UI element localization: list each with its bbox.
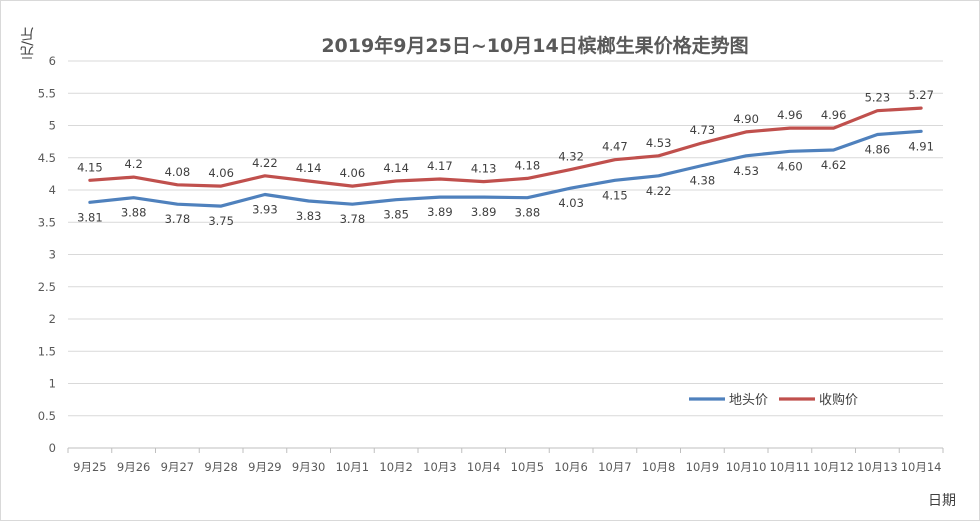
y-tick-label: 3.5: [38, 215, 56, 229]
data-label: 3.75: [208, 214, 234, 228]
series-line-1: [88, 106, 923, 188]
data-label: 4.60: [777, 159, 803, 173]
data-label: 4.08: [165, 165, 191, 179]
data-label: 4.91: [908, 139, 934, 153]
data-label: 4.18: [515, 158, 541, 172]
data-label: 3.88: [515, 206, 541, 220]
data-label: 4.96: [777, 108, 803, 122]
data-label: 4.22: [252, 156, 278, 170]
data-label: 4.38: [690, 173, 716, 187]
x-tick-label: 10月4: [467, 460, 500, 474]
x-tick-label: 10月9: [686, 460, 719, 474]
y-tick-label: 3: [49, 248, 56, 262]
data-label: 4.17: [427, 159, 453, 173]
y-tick-label: 1: [49, 377, 56, 391]
data-label: 3.93: [252, 203, 278, 217]
data-label: 4.15: [77, 160, 103, 174]
data-label: 4.14: [383, 161, 409, 175]
x-tick-label: 10月2: [379, 460, 412, 474]
x-tick-label: 10月6: [554, 460, 587, 474]
y-tick-label: 5: [49, 119, 56, 133]
data-label: 4.15: [602, 188, 628, 202]
data-label: 3.88: [121, 206, 147, 220]
data-label: 4.06: [340, 166, 366, 180]
data-label: 3.83: [296, 209, 322, 223]
x-tick-label: 9月27: [161, 460, 194, 474]
x-tick-label: 9月30: [292, 460, 325, 474]
x-axis-title: 日期: [928, 493, 956, 509]
data-label: 3.85: [383, 208, 409, 222]
y-tick-label: 5.5: [38, 86, 56, 100]
y-tick-label: 0.5: [38, 409, 56, 423]
data-label: 4.14: [296, 161, 322, 175]
x-tick-label: 10月3: [423, 460, 456, 474]
x-tick-label: 9月25: [73, 460, 106, 474]
data-label: 4.32: [558, 149, 584, 163]
x-tick-label: 10月1: [336, 460, 369, 474]
data-label: 3.81: [77, 210, 103, 224]
y-tick-label: 1.5: [38, 344, 56, 358]
data-label: 4.86: [865, 143, 891, 157]
x-tick-label: 10月8: [642, 460, 675, 474]
x-tick-label: 9月26: [117, 460, 150, 474]
data-label: 5.23: [865, 91, 891, 105]
data-label: 4.62: [821, 158, 847, 172]
x-tick-label: 9月28: [204, 460, 237, 474]
data-label: 4.53: [646, 136, 672, 150]
data-label: 3.89: [471, 205, 497, 219]
data-label: 4.13: [471, 162, 497, 176]
y-tick-label: 2.5: [38, 280, 56, 294]
data-label: 4.22: [646, 184, 672, 198]
data-label: 4.2: [124, 157, 142, 171]
x-tick-label: 10月11: [769, 460, 810, 474]
data-label: 4.06: [208, 166, 234, 180]
x-tick-label: 10月10: [726, 460, 767, 474]
y-tick-label: 0: [49, 441, 56, 455]
y-tick-label: 4.5: [38, 151, 56, 165]
data-label: 4.96: [821, 108, 847, 122]
x-tick-label: 10月5: [511, 460, 544, 474]
x-tick-label: 10月12: [813, 460, 854, 474]
legend-label-0: 地头价: [729, 393, 768, 408]
chart-title: 2019年9月25日~10月14日槟榔生果价格走势图: [321, 35, 749, 57]
y-tick-label: 2: [49, 312, 56, 326]
data-label: 3.89: [427, 205, 453, 219]
x-tick-label: 10月7: [598, 460, 631, 474]
data-label: 3.78: [165, 212, 191, 226]
x-tick-label: 10月14: [901, 460, 942, 474]
data-label: 4.73: [690, 123, 716, 137]
data-label: 3.78: [340, 212, 366, 226]
x-tick-label: 10月13: [857, 460, 898, 474]
series-line-0: [88, 129, 923, 208]
data-label: 4.90: [733, 112, 759, 126]
y-tick-label: 6: [49, 54, 56, 68]
data-label: 4.03: [558, 196, 584, 210]
data-label: 4.47: [602, 140, 628, 154]
data-label: 4.53: [733, 164, 759, 178]
y-tick-label: 4: [49, 183, 56, 197]
legend-label-1: 收购价: [819, 392, 858, 408]
x-tick-label: 9月29: [248, 460, 281, 474]
data-label: 5.27: [908, 88, 934, 102]
